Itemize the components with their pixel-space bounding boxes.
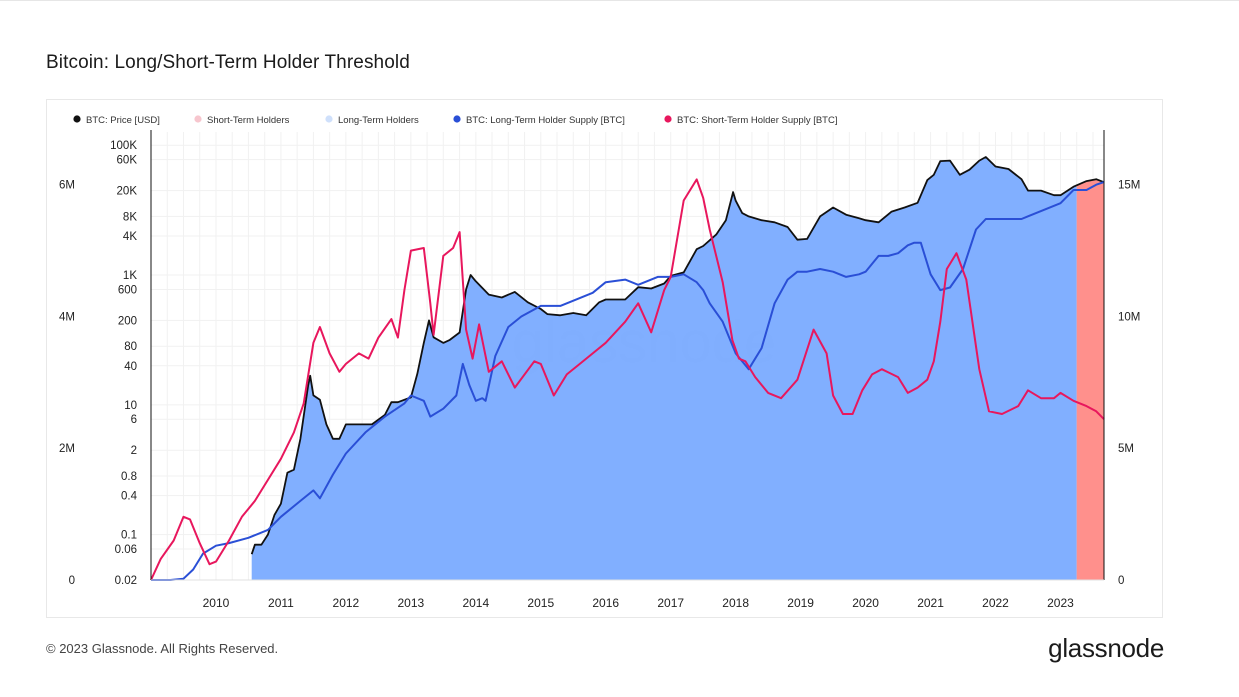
x-tick-label: 2021 (917, 596, 944, 610)
holder-areas (251, 157, 1104, 580)
chart-panel: BTC: Price [USD] Short-Term Holders Long-T… (46, 99, 1163, 618)
price-tick-label: 4K (123, 231, 137, 243)
price-tick-label: 40 (124, 361, 137, 373)
chart-legend: BTC: Price [USD] Short-Term Holders Long-T… (73, 115, 838, 126)
x-tick-label: 2017 (657, 596, 684, 610)
price-tick-label: 8K (123, 211, 137, 223)
right-supply-tick-label: 10M (1118, 311, 1140, 323)
top-rule (0, 0, 1239, 1)
chart-title: Bitcoin: Long/Short-Term Holder Threshol… (46, 52, 410, 73)
x-tick-label: 2016 (592, 596, 619, 610)
series-lines (150, 156, 1105, 581)
legend-label: BTC: Short-Term Holder Supply [BTC] (677, 115, 838, 126)
left-supply-tick-label: 4M (59, 311, 75, 323)
legend-label: BTC: Price [USD] (86, 115, 160, 126)
legend-marker (194, 115, 202, 123)
x-tick-label: 2022 (982, 596, 1009, 610)
right-supply-tick-label: 5M (1118, 443, 1134, 455)
legend-label: Long-Term Holders (338, 115, 419, 126)
legend-marker (664, 115, 672, 123)
right-supply-tick-label: 15M (1118, 180, 1140, 192)
price-line (250, 156, 1105, 555)
legend-label: BTC: Long-Term Holder Supply [BTC] (466, 115, 625, 126)
right-supply-tick-label: 0 (1118, 575, 1124, 587)
price-tick-label: 20K (117, 186, 138, 198)
price-tick-label: 60K (117, 155, 138, 167)
long-term-holders-area (251, 157, 1077, 580)
x-tick-label: 2015 (527, 596, 554, 610)
price-tick-label: 0.8 (121, 471, 137, 483)
x-tick-label: 2010 (203, 596, 230, 610)
price-tick-label: 0.4 (121, 491, 138, 503)
price-tick-label: 1K (123, 270, 137, 282)
short-term-holder-supply-line (150, 178, 1105, 581)
axes: 0.02 0.06 0.1 0.4 0.8 2 6 10 40 80 200 600 1K 4K 8K 20K… (59, 130, 1140, 610)
x-tick-label: 2018 (722, 596, 749, 610)
left-supply-tick-label: 2M (59, 443, 75, 455)
x-tick-label: 2020 (852, 596, 879, 610)
glassnode-logo: glassnode (1048, 633, 1164, 663)
short-term-holders-area (1076, 179, 1104, 580)
price-tick-label: 80 (124, 341, 137, 353)
price-tick-label: 0.02 (115, 575, 137, 587)
left-supply-tick-label: 0 (69, 575, 75, 587)
x-tick-label: 2012 (333, 596, 360, 610)
price-tick-label: 0.1 (121, 530, 137, 542)
price-tick-label: 600 (118, 284, 137, 296)
chart-svg: BTC: Price [USD] Short-Term Holders Long-T… (59, 115, 1140, 610)
x-tick-label: 2011 (268, 596, 294, 610)
price-tick-label: 200 (118, 315, 137, 327)
price-tick-label: 100K (110, 140, 137, 152)
left-supply-tick-label: 6M (59, 180, 75, 192)
legend-marker (73, 115, 81, 123)
x-tick-label: 2014 (462, 596, 489, 610)
legend-label: Short-Term Holders (207, 115, 290, 126)
x-tick-label: 2019 (787, 596, 814, 610)
price-tick-label: 2 (131, 445, 137, 457)
legend-marker (325, 115, 333, 123)
legend-marker (453, 115, 461, 123)
x-tick-label: 2013 (397, 596, 424, 610)
x-tick-label: 2023 (1047, 596, 1074, 610)
price-tick-label: 6 (131, 414, 137, 426)
copyright-footer: © 2023 Glassnode. All Rights Reserved. (46, 641, 279, 656)
price-tick-label: 0.06 (115, 544, 137, 556)
long-term-holder-supply-line (151, 181, 1105, 581)
price-tick-label: 10 (124, 400, 137, 412)
